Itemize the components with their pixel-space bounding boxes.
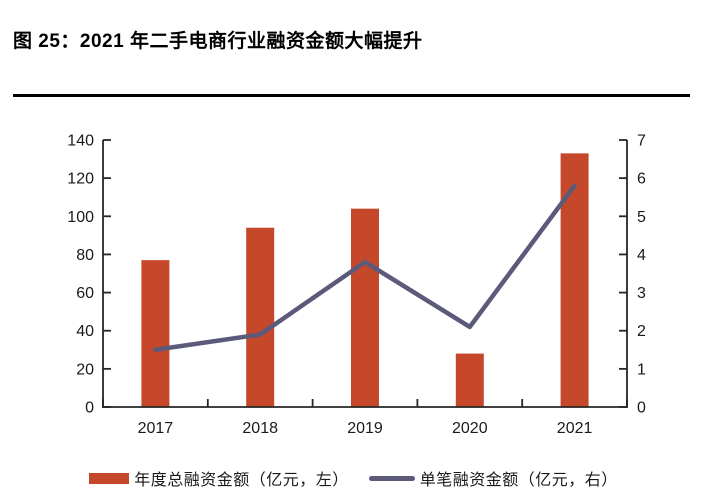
right-axis-tick-label: 3 — [637, 285, 646, 302]
left-axis-tick-label: 140 — [67, 133, 94, 150]
left-axis-tick-label: 40 — [76, 323, 94, 340]
left-axis-tick-label: 60 — [76, 285, 94, 302]
right-axis-tick-label: 0 — [637, 400, 646, 417]
chart-legend: 年度总融资金额（亿元，左） 单笔融资金额（亿元，右） — [0, 466, 707, 490]
bar-series-label: 年度总融资金额（亿元，左） — [134, 472, 349, 489]
left-axis-tick-label: 120 — [67, 171, 94, 188]
right-axis-tick-label: 2 — [637, 323, 646, 340]
bar-2020 — [455, 353, 484, 407]
bar-2018 — [246, 227, 275, 407]
left-axis-tick-label: 0 — [85, 400, 94, 417]
line-series-label: 单笔融资金额（亿元，右） — [419, 472, 618, 489]
x-axis-category-label: 2019 — [347, 420, 383, 437]
bar-2019 — [351, 208, 379, 407]
x-axis-category-label: 2018 — [242, 420, 278, 437]
combo-chart-canvas: 0 20 40 60 80 100 120 140 0 1 2 3 4 5 6 7 2017 2018 2019 20… — [67, 133, 646, 438]
left-axis-tick-label: 20 — [76, 361, 94, 378]
left-axis-tick-label: 100 — [67, 209, 94, 226]
figure-title: 图 25：2021 年二手电商行业融资金额大幅提升 — [13, 31, 423, 52]
right-axis-tick-label: 1 — [637, 361, 646, 378]
left-axis-tick-label: 80 — [76, 247, 94, 264]
title-divider-rule — [13, 94, 690, 97]
bar-2021 — [560, 153, 589, 407]
x-axis-category-label: 2017 — [138, 420, 174, 437]
legend-item-line-series: 单笔融资金额（亿元，右） — [368, 466, 618, 490]
x-axis-category-label: 2020 — [452, 420, 488, 437]
right-axis-tick-label: 4 — [637, 247, 646, 264]
bar-2017 — [141, 260, 170, 407]
line-series-path — [153, 183, 577, 353]
right-axis-tick-label: 6 — [637, 171, 646, 188]
x-axis-category-label: 2021 — [557, 420, 593, 437]
legend-item-bar-series: 年度总融资金额（亿元，左） — [89, 466, 349, 490]
bar-series-swatch-icon — [89, 472, 130, 484]
right-axis-tick-label: 7 — [637, 133, 646, 150]
line-series-swatch-icon — [368, 475, 415, 481]
right-axis-tick-label: 5 — [637, 209, 646, 226]
